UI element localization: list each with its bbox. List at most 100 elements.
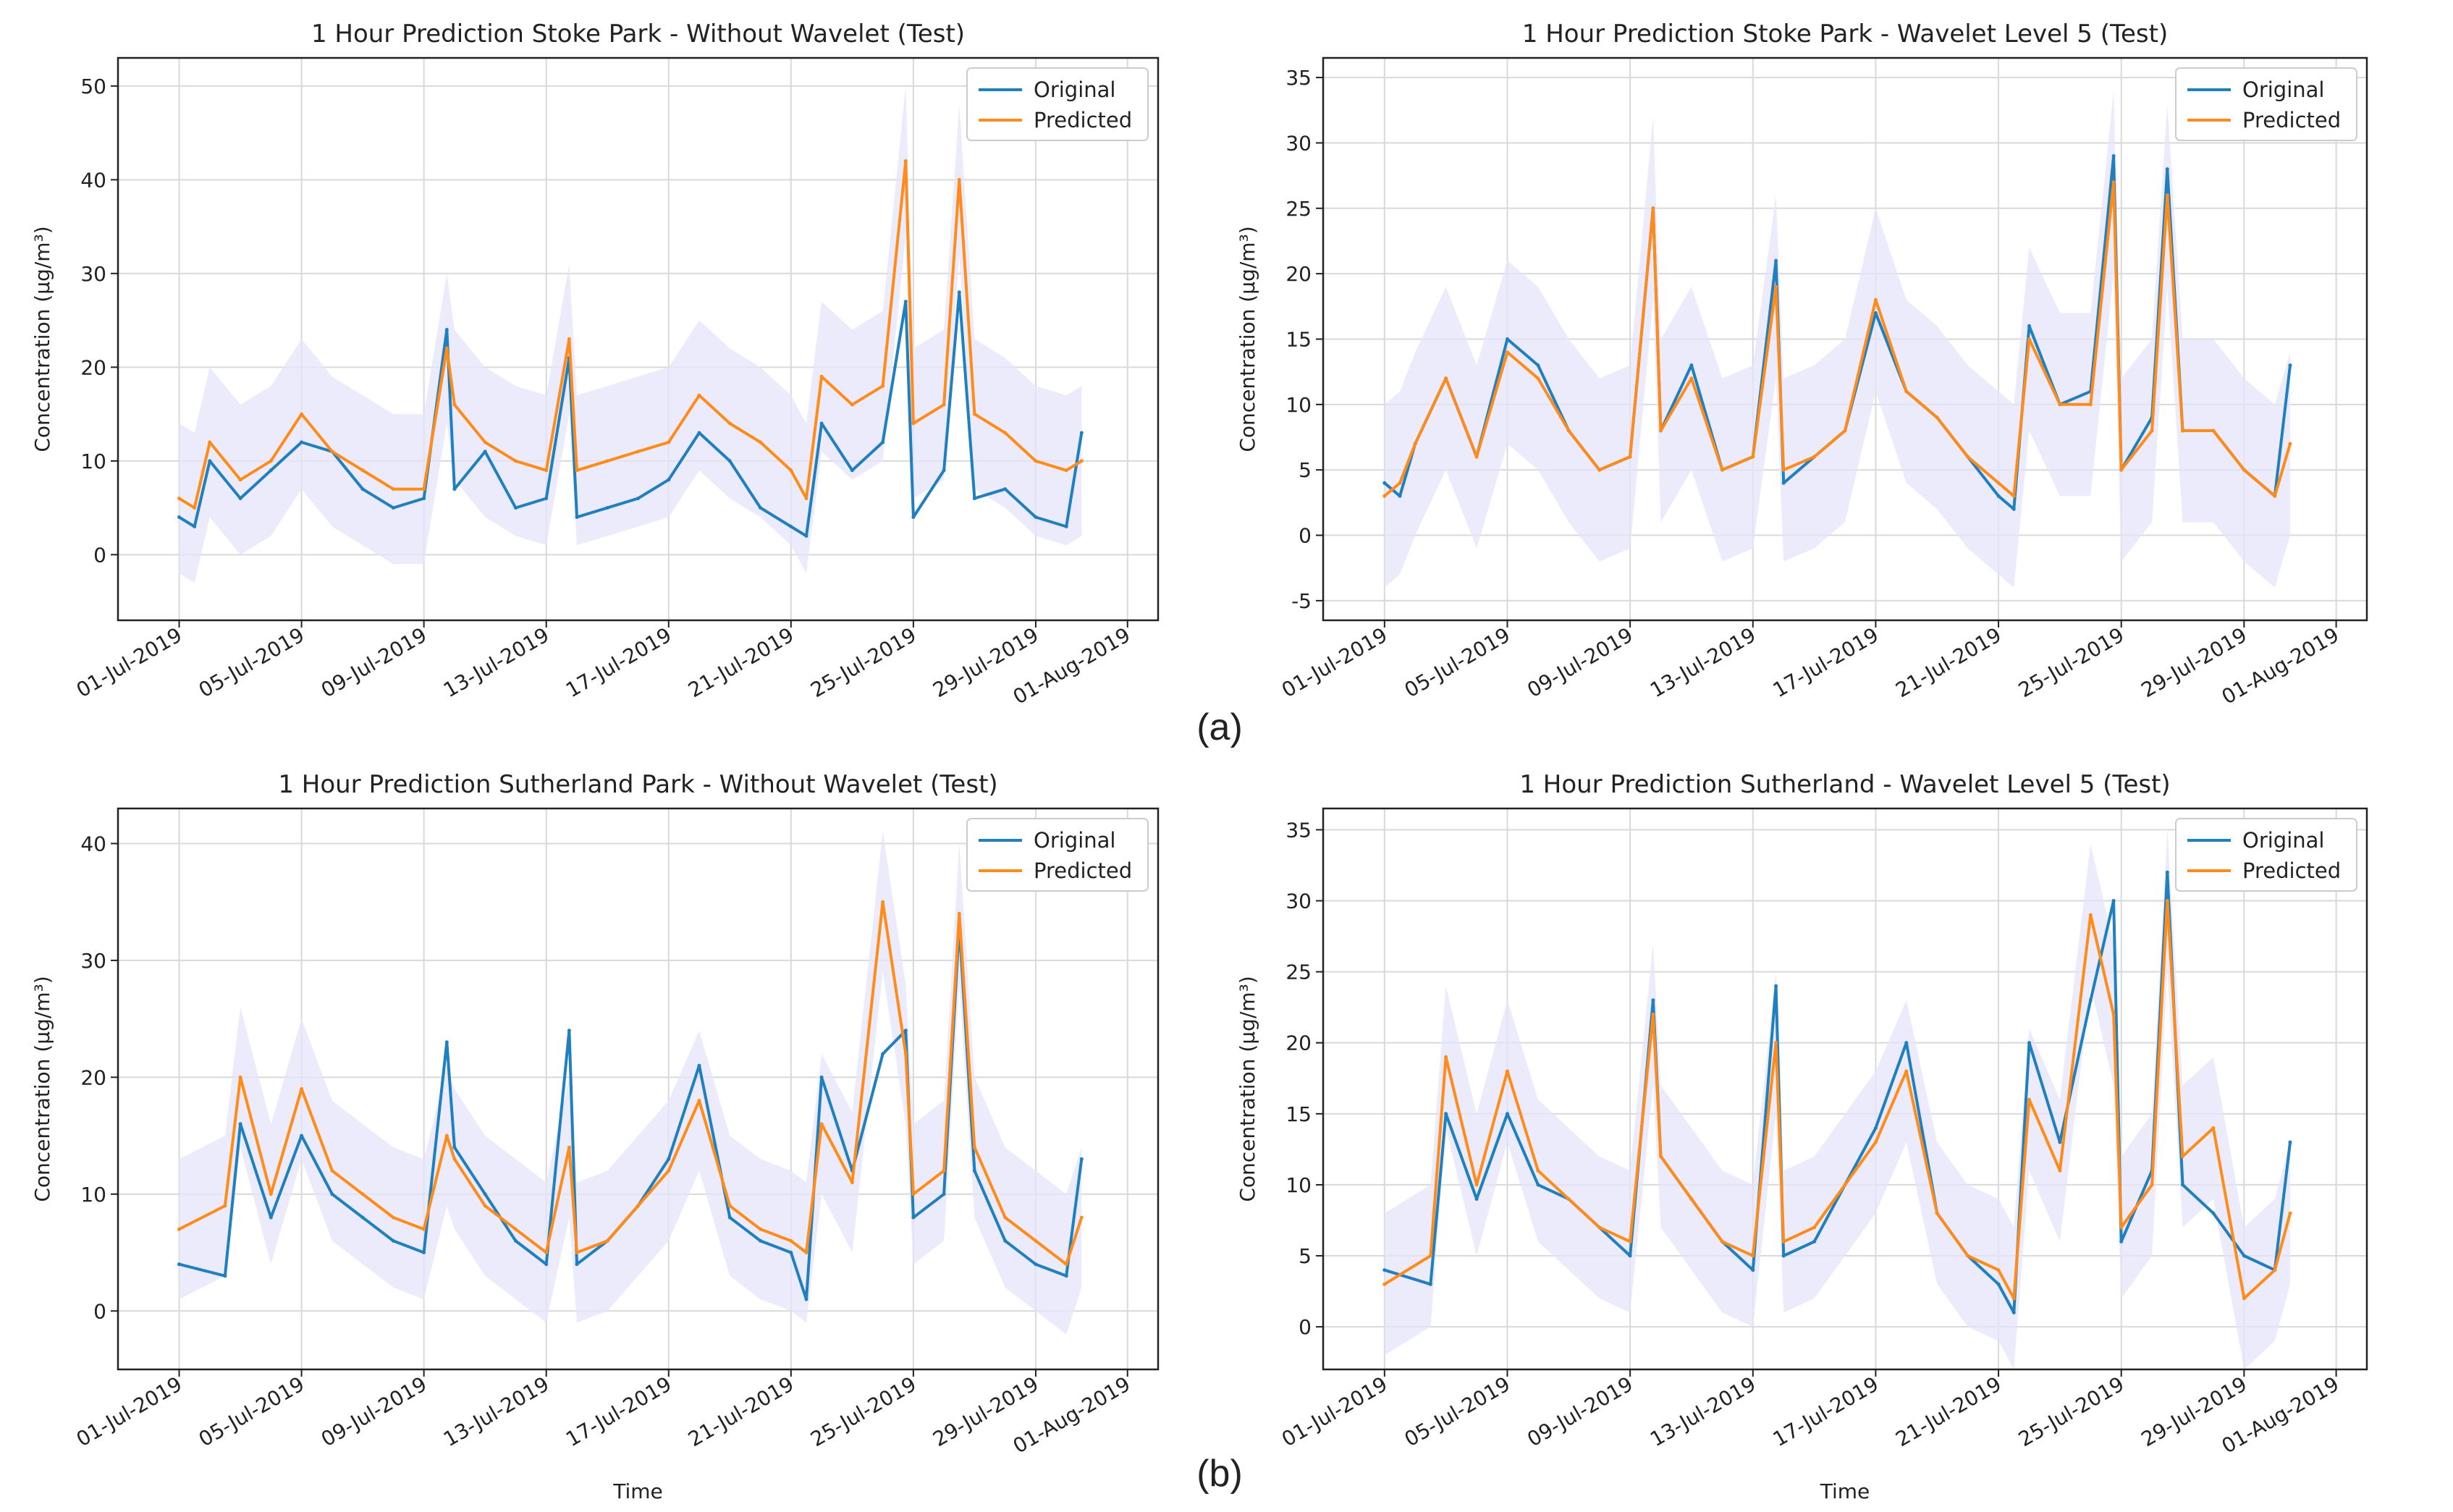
data-point-original	[972, 1169, 976, 1173]
data-point-predicted	[1996, 481, 2001, 485]
data-point-original	[1474, 1197, 1479, 1201]
data-point-predicted	[2088, 402, 2093, 407]
data-point-original	[544, 497, 549, 501]
charts: 1 Hour Prediction Stoke Park - Without W…	[30, 20, 2368, 1503]
data-point-predicted	[2288, 1211, 2292, 1215]
data-point-original	[1904, 1041, 1909, 1045]
data-point-predicted	[575, 1251, 579, 1254]
data-point-original	[1873, 311, 1878, 315]
data-point-predicted	[2088, 913, 2093, 917]
data-point-predicted	[850, 402, 854, 407]
data-point-original	[575, 515, 579, 519]
data-point-predicted	[1812, 1225, 1817, 1230]
y-tick-label: 50	[80, 75, 106, 98]
data-point-predicted	[444, 1133, 449, 1138]
data-point-predicted	[972, 1145, 976, 1149]
chart-2: 1 Hour Prediction Stoke Park - Wavelet L…	[1236, 20, 2368, 709]
data-point-original	[1996, 494, 2001, 498]
x-tick-label: 01-Jul-2019	[72, 1372, 186, 1451]
y-tick-label: 15	[1285, 1102, 1312, 1126]
prediction-interval-band	[1384, 829, 2290, 1369]
data-point-predicted	[422, 1227, 426, 1231]
plot-frame	[117, 56, 1160, 622]
data-point-predicted	[544, 468, 549, 473]
data-point-predicted	[2165, 193, 2169, 198]
x-tick-label: 13-Jul-2019	[439, 622, 553, 702]
y-axis-label: Concentration (μg/m³)	[1236, 226, 1259, 452]
data-point-original	[1444, 1112, 1448, 1116]
data-point-predicted	[300, 1087, 304, 1091]
data-point-predicted	[1628, 1239, 1632, 1243]
data-point-predicted	[1904, 1069, 1909, 1073]
x-tick-label: 25-Jul-2019	[2014, 1372, 2128, 1451]
data-point-original	[452, 487, 457, 491]
data-point-original	[1536, 1183, 1540, 1187]
data-point-original	[1398, 494, 1402, 498]
data-point-predicted	[957, 911, 961, 916]
data-point-original	[1003, 487, 1008, 491]
data-point-predicted	[177, 497, 181, 501]
data-point-original	[2165, 167, 2169, 172]
prediction-interval-band	[179, 85, 1082, 583]
data-point-original	[483, 1192, 487, 1196]
data-point-predicted	[1689, 1197, 1694, 1201]
chart-title: 1 Hour Prediction Stoke Park - Without W…	[311, 20, 965, 48]
data-point-original	[177, 515, 181, 519]
data-point-predicted	[238, 478, 242, 482]
data-point-original	[911, 515, 916, 519]
x-tick-label: 09-Jul-2019	[1523, 622, 1637, 702]
data-point-predicted	[727, 1204, 732, 1208]
data-point-original	[238, 1122, 242, 1126]
data-point-predicted	[1444, 1055, 1448, 1059]
data-point-original	[804, 1297, 808, 1301]
data-point-original	[1751, 1268, 1755, 1272]
y-tick-label: 30	[80, 262, 106, 286]
data-point-predicted	[667, 1169, 671, 1173]
data-point-original	[1003, 1238, 1008, 1243]
chart-1: 1 Hour Prediction Stoke Park - Without W…	[30, 20, 1160, 709]
data-point-original	[2111, 899, 2116, 903]
data-point-predicted	[452, 1157, 457, 1161]
y-tick-label: 0	[93, 1299, 106, 1323]
data-point-original	[1064, 525, 1068, 528]
data-point-original	[1506, 1112, 1509, 1116]
data-point-predicted	[1034, 459, 1038, 463]
x-tick-label: 21-Jul-2019	[1891, 622, 2005, 702]
data-point-original	[1774, 258, 1778, 263]
y-tick-label: 30	[80, 949, 106, 973]
data-point-original	[391, 1238, 395, 1243]
data-point-predicted	[1536, 376, 1540, 381]
data-point-predicted	[193, 506, 197, 510]
plot-frame	[117, 807, 1160, 1371]
data-point-predicted	[269, 459, 273, 463]
data-point-predicted	[2273, 1268, 2277, 1272]
data-point-original	[1382, 1268, 1387, 1272]
data-point-predicted	[1506, 350, 1509, 355]
data-point-original	[804, 534, 808, 538]
data-point-original	[1034, 1262, 1038, 1267]
data-point-predicted	[850, 1181, 854, 1185]
legend-label-original: Original	[1034, 828, 1115, 853]
x-tick-label: 09-Jul-2019	[317, 1372, 431, 1451]
data-point-predicted	[223, 1204, 227, 1208]
x-tick-label: 01-Jul-2019	[1278, 622, 1391, 702]
data-point-predicted	[727, 421, 732, 426]
data-point-original	[177, 1262, 181, 1267]
data-point-predicted	[1720, 1239, 1724, 1243]
data-point-predicted	[544, 1251, 549, 1254]
chart-title: 1 Hour Prediction Sutherland - Wavelet L…	[1519, 770, 2170, 799]
data-point-original	[422, 497, 426, 501]
data-point-original	[727, 1215, 732, 1220]
data-point-original	[444, 328, 449, 331]
data-point-predicted	[1651, 1013, 1655, 1016]
x-tick-label: 17-Jul-2019	[562, 622, 675, 702]
data-point-original	[1873, 1126, 1878, 1130]
data-point-original	[789, 525, 793, 528]
data-point-original	[1689, 363, 1694, 368]
data-point-predicted	[2288, 442, 2292, 446]
data-point-predicted	[697, 393, 701, 397]
data-point-predicted	[2242, 1296, 2246, 1301]
chart-title: 1 Hour Prediction Stoke Park - Wavelet L…	[1522, 20, 2168, 48]
data-point-original	[1034, 515, 1038, 519]
data-point-original	[360, 487, 365, 491]
